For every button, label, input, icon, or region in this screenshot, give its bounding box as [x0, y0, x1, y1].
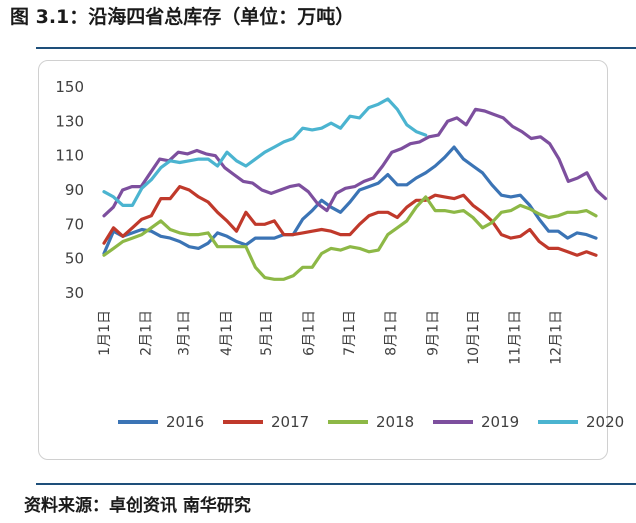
y-tick-label: 90 — [65, 181, 84, 199]
series-line-2020 — [102, 97, 428, 207]
series-lines — [102, 97, 608, 281]
x-tick-label: 2月1日 — [139, 310, 155, 356]
x-tick-label: 4月1日 — [219, 310, 235, 356]
y-tick-label: 30 — [65, 284, 84, 302]
x-tick-label: 11月1日 — [508, 310, 524, 365]
legend-label-2020: 2020 — [586, 413, 624, 431]
x-tick-label: 9月1日 — [425, 310, 441, 356]
y-tick-label: 50 — [65, 250, 84, 268]
source-divider — [36, 483, 636, 485]
y-tick-label: 130 — [55, 112, 84, 130]
legend-label-2017: 2017 — [271, 413, 309, 431]
source-note: 资料来源：卓创资讯 南华研究 — [24, 496, 251, 516]
legend-label-2018: 2018 — [376, 413, 414, 431]
x-tick-label: 5月1日 — [259, 310, 275, 356]
legend-label-2016: 2016 — [166, 413, 204, 431]
x-tick-label: 10月1日 — [466, 310, 482, 365]
series-line-2017 — [102, 185, 598, 257]
series-line-2018 — [102, 195, 598, 281]
title-divider — [36, 47, 636, 49]
chart-title: 图 3.1：沿海四省总库存（单位：万吨） — [10, 6, 355, 28]
x-tick-label: 8月1日 — [384, 310, 400, 356]
x-tick-label: 7月1日 — [342, 310, 358, 356]
x-tick-label: 3月1日 — [176, 310, 192, 356]
x-tick-label: 1月1日 — [97, 310, 113, 356]
series-line-2016 — [102, 145, 598, 256]
series-line-2019 — [102, 107, 608, 218]
legend-label-2019: 2019 — [481, 413, 519, 431]
x-axis: 1月1日 2月1日 3月1日 4月1日 5月1日 6月1日 7月1日 8月1日 9月1日 10月1… — [97, 310, 564, 365]
y-axis: 30 50 70 90 110 130 150 — [55, 78, 84, 302]
x-tick-label: 6月1日 — [301, 310, 317, 356]
x-tick-label: 12月1日 — [548, 310, 564, 365]
y-tick-label: 70 — [65, 215, 84, 233]
legend: 2016 2017 2018 2019 2020 — [118, 413, 624, 431]
y-tick-label: 110 — [55, 147, 84, 165]
chart-svg: 30 50 70 90 110 130 150 1月1日 2月1日 3月1日 4月1日 5月1日 6月… — [55, 78, 624, 431]
y-tick-label: 150 — [55, 78, 84, 96]
